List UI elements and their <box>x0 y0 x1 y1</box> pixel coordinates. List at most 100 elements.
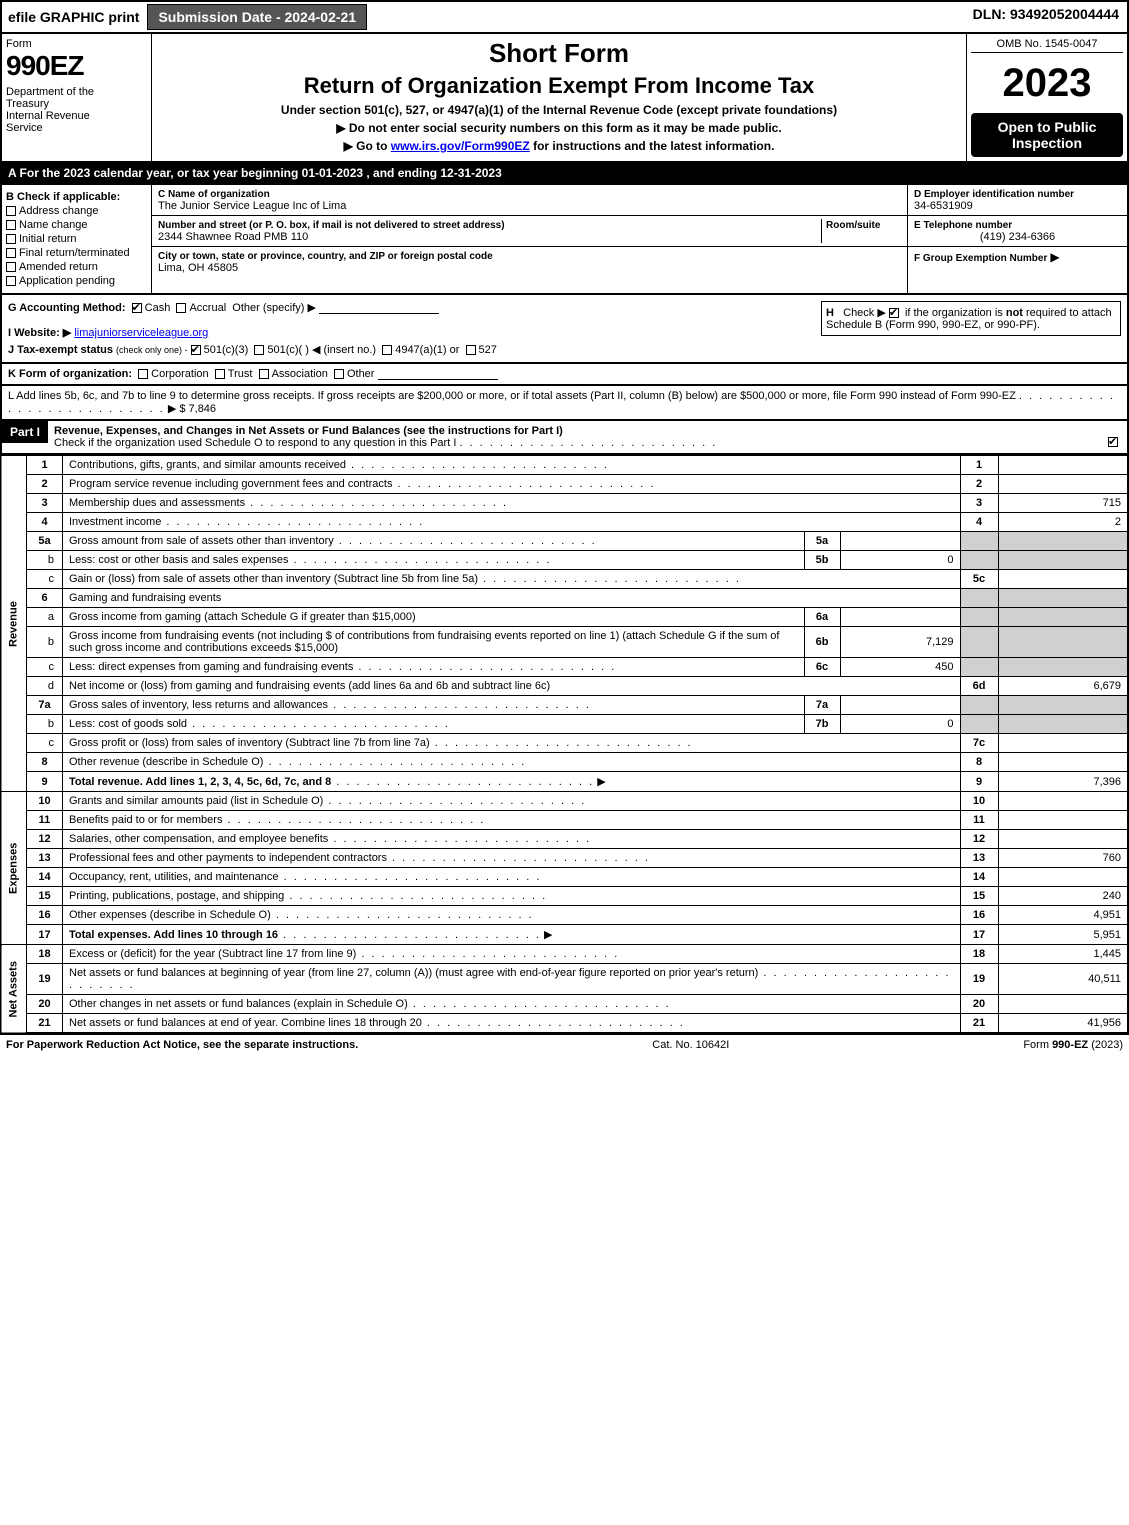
goto-suffix: for instructions and the latest informat… <box>530 139 775 153</box>
open-public-badge: Open to Public Inspection <box>971 113 1123 157</box>
table-row: 11 Benefits paid to or for members 11 <box>1 811 1128 830</box>
dln: DLN: 93492052004444 <box>965 2 1127 32</box>
table-row: 2 Program service revenue including gove… <box>1 475 1128 494</box>
table-row: 16 Other expenses (describe in Schedule … <box>1 906 1128 925</box>
check-association[interactable] <box>259 369 269 379</box>
check-other-org[interactable] <box>334 369 344 379</box>
table-row: 20 Other changes in net assets or fund b… <box>1 995 1128 1014</box>
table-row: 6 Gaming and fundraising events <box>1 589 1128 608</box>
form-header: Form 990EZ Department of theTreasuryInte… <box>0 32 1129 163</box>
room-label: Room/suite <box>826 220 880 231</box>
table-row: 17 Total expenses. Add lines 10 through … <box>1 925 1128 945</box>
table-row: 8 Other revenue (describe in Schedule O)… <box>1 753 1128 772</box>
table-row: 12 Salaries, other compensation, and emp… <box>1 830 1128 849</box>
revenue-vert-label: Revenue <box>1 456 27 792</box>
page-footer: For Paperwork Reduction Act Notice, see … <box>0 1034 1129 1055</box>
footer-mid: Cat. No. 10642I <box>652 1039 729 1051</box>
netassets-vert-label: Net Assets <box>1 945 27 1034</box>
check-application-pending[interactable]: Application pending <box>6 275 147 287</box>
table-row: 4 Investment income 4 2 <box>1 513 1128 532</box>
section-d: D Employer identification number 34-6531… <box>908 185 1127 216</box>
irs-link[interactable]: www.irs.gov/Form990EZ <box>391 139 530 153</box>
section-def: D Employer identification number 34-6531… <box>907 185 1127 293</box>
check-accrual[interactable] <box>176 303 186 313</box>
tax-year: 2023 <box>971 63 1123 103</box>
check-corporation[interactable] <box>138 369 148 379</box>
check-amended-return[interactable]: Amended return <box>6 261 147 273</box>
table-row: c Less: direct expenses from gaming and … <box>1 658 1128 677</box>
org-city-cell: City or town, state or province, country… <box>152 247 907 277</box>
table-row: b Gross income from fundraising events (… <box>1 627 1128 658</box>
check-initial-return[interactable]: Initial return <box>6 233 147 245</box>
table-row: 15 Printing, publications, postage, and … <box>1 887 1128 906</box>
header-left: Form 990EZ Department of theTreasuryInte… <box>2 34 152 161</box>
other-specify-input[interactable] <box>319 302 439 314</box>
other-org-input[interactable] <box>378 368 498 380</box>
table-row: d Net income or (loss) from gaming and f… <box>1 677 1128 696</box>
short-form-title: Short Form <box>156 38 962 69</box>
return-title: Return of Organization Exempt From Incom… <box>156 73 962 99</box>
top-bar: efile GRAPHIC print Submission Date - 20… <box>0 0 1129 32</box>
check-501c3[interactable] <box>191 345 201 355</box>
table-row: 9 Total revenue. Add lines 1, 2, 3, 4, 5… <box>1 772 1128 792</box>
check-final-return[interactable]: Final return/terminated <box>6 247 147 259</box>
table-row: 21 Net assets or fund balances at end of… <box>1 1014 1128 1034</box>
ssn-warning: ▶ Do not enter social security numbers o… <box>156 121 962 135</box>
org-address: 2344 Shawnee Road PMB 110 <box>158 231 308 243</box>
city-label: City or town, state or province, country… <box>158 251 493 262</box>
arrow-icon: ▶ <box>1050 250 1059 264</box>
i-label: I Website: ▶ <box>8 327 71 339</box>
table-row: b Less: cost or other basis and sales ex… <box>1 551 1128 570</box>
j-label: J Tax-exempt status <box>8 344 113 356</box>
footer-right: Form 990-EZ (2023) <box>1023 1039 1123 1051</box>
form-number: 990EZ <box>6 50 147 82</box>
table-row: 7a Gross sales of inventory, less return… <box>1 696 1128 715</box>
org-info-block: B Check if applicable: Address change Na… <box>0 185 1129 295</box>
section-b: B Check if applicable: Address change Na… <box>2 185 152 293</box>
check-address-change[interactable]: Address change <box>6 205 147 217</box>
check-527[interactable] <box>466 345 476 355</box>
header-right: OMB No. 1545-0047 2023 Open to Public In… <box>967 34 1127 161</box>
phone-label: E Telephone number <box>914 220 1012 231</box>
efile-label: efile GRAPHIC print <box>8 9 139 25</box>
table-row: 3 Membership dues and assessments 3 715 <box>1 494 1128 513</box>
check-cash[interactable] <box>132 303 142 313</box>
section-g: G Accounting Method: Cash Accrual Other … <box>8 301 821 356</box>
check-4947[interactable] <box>382 345 392 355</box>
section-cde: C Name of organization The Junior Servic… <box>152 185 1127 293</box>
org-name: The Junior Service League Inc of Lima <box>158 200 346 212</box>
check-501c[interactable] <box>254 345 264 355</box>
table-row: 5a Gross amount from sale of assets othe… <box>1 532 1128 551</box>
check-trust[interactable] <box>215 369 225 379</box>
section-a: A For the 2023 calendar year, or tax yea… <box>0 163 1129 185</box>
section-c: C Name of organization The Junior Servic… <box>152 185 907 293</box>
k-label: K Form of organization: <box>8 368 132 380</box>
part-1-header-row: Part I Revenue, Expenses, and Changes in… <box>0 421 1129 455</box>
website-link[interactable]: limajuniorserviceleague.org <box>74 327 208 339</box>
part-1-title: Revenue, Expenses, and Changes in Net As… <box>54 425 563 437</box>
check-name-change[interactable]: Name change <box>6 219 147 231</box>
h-text: Check ▶ if the organization is not requi… <box>826 307 1112 331</box>
org-name-label: C Name of organization <box>158 189 270 200</box>
footer-left: For Paperwork Reduction Act Notice, see … <box>6 1039 358 1051</box>
section-l: L Add lines 5b, 6c, and 7b to line 9 to … <box>0 386 1129 421</box>
ein-label: D Employer identification number <box>914 189 1074 200</box>
omb-number: OMB No. 1545-0047 <box>971 38 1123 53</box>
table-row: b Less: cost of goods sold 7b 0 <box>1 715 1128 734</box>
table-row: Revenue 1 Contributions, gifts, grants, … <box>1 456 1128 475</box>
check-schedule-b[interactable] <box>889 308 899 318</box>
department: Department of theTreasuryInternal Revenu… <box>6 86 147 134</box>
table-row: 14 Occupancy, rent, utilities, and maint… <box>1 868 1128 887</box>
expenses-vert-label: Expenses <box>1 792 27 945</box>
table-row: Expenses 10 Grants and similar amounts p… <box>1 792 1128 811</box>
check-schedule-o[interactable] <box>1108 437 1118 447</box>
goto-note: ▶ Go to www.irs.gov/Form990EZ for instru… <box>156 139 962 153</box>
table-row: 13 Professional fees and other payments … <box>1 849 1128 868</box>
table-row: c Gross profit or (loss) from sales of i… <box>1 734 1128 753</box>
l-value: 7,846 <box>189 403 217 415</box>
section-e: E Telephone number (419) 234-6366 <box>908 216 1127 247</box>
table-row: Net Assets 18 Excess or (deficit) for th… <box>1 945 1128 964</box>
l-arrow: ▶ $ <box>168 403 186 415</box>
org-name-cell: C Name of organization The Junior Servic… <box>152 185 907 216</box>
ein-value: 34-6531909 <box>914 200 973 212</box>
